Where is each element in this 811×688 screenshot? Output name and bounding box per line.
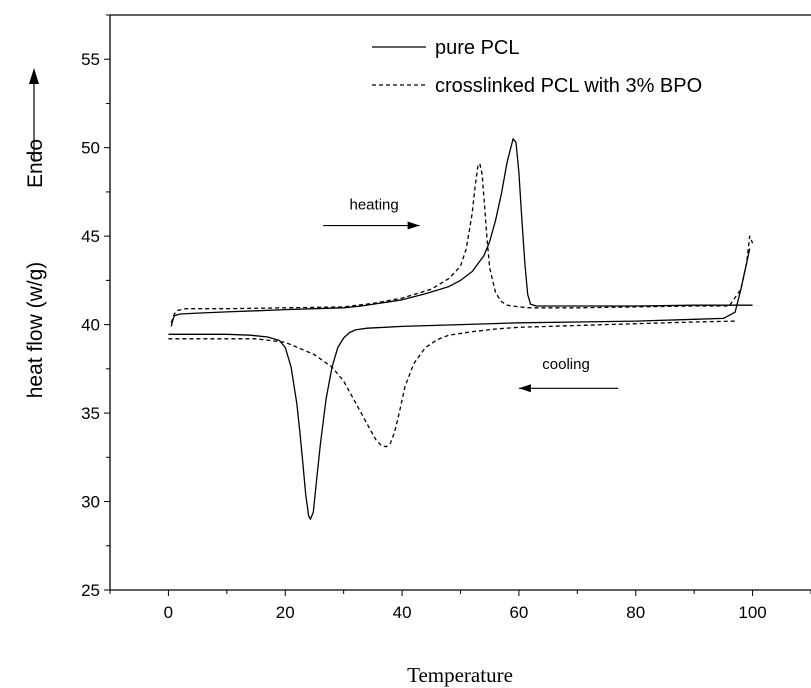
x-axis-label: Temperature	[407, 663, 513, 687]
annotations: heating cooling	[323, 197, 619, 393]
y-tick-label: 25	[81, 581, 100, 600]
y-tick-label: 50	[81, 139, 100, 158]
annotation-cooling: cooling	[542, 356, 590, 373]
y-tick-label: 40	[81, 316, 100, 335]
legend: pure PCL crosslinked PCL with 3% BPO	[372, 37, 702, 97]
legend-label-crosslinked-pcl: crosslinked PCL with 3% BPO	[435, 75, 702, 97]
x-tick-label: 60	[509, 603, 528, 622]
annotation-heating: heating	[350, 197, 399, 214]
x-tick-label: 40	[393, 603, 412, 622]
x-tick-label: 20	[276, 603, 295, 622]
y-tick-label: 55	[81, 50, 100, 69]
series-line-crosslinked-pcl-heating	[170, 162, 754, 324]
x-tick-label: 80	[626, 603, 645, 622]
y-tick-label: 35	[81, 404, 100, 423]
endo-arrowhead	[29, 68, 39, 84]
annotation-arrowhead-cooling	[518, 384, 531, 393]
y-axis-label: heat flow (w/g)	[24, 262, 47, 399]
annotation-arrowhead-heating	[407, 221, 420, 230]
series-lines	[168, 138, 754, 520]
series-line-pure-pcl-heating	[170, 138, 753, 327]
x-tick-label: 0	[164, 603, 173, 622]
x-tick-label: 100	[738, 603, 766, 622]
axes: 0 20 40 60 80 100 25 30 35 40 45 50 55	[81, 14, 811, 622]
y-tick-label: 30	[81, 493, 100, 512]
endo-label: Endo	[24, 139, 47, 188]
y-tick-label: 45	[81, 227, 100, 246]
legend-label-pure-pcl: pure PCL	[435, 37, 520, 59]
series-line-crosslinked-pcl-cooling	[168, 320, 736, 448]
series-line-pure-pcl-cooling	[168, 248, 751, 520]
